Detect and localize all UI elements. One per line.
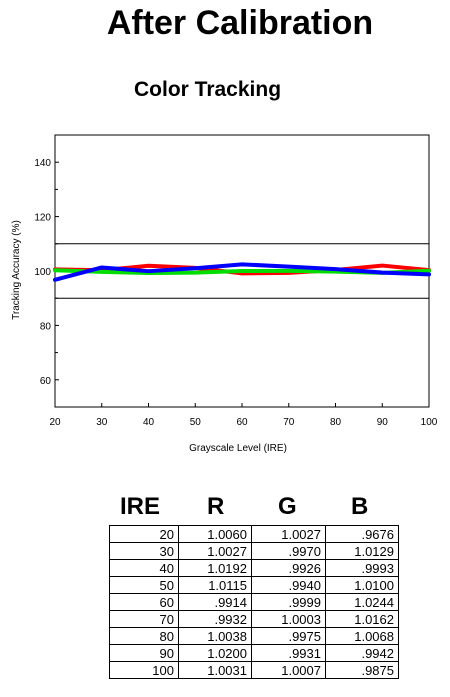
- x-tick-label: 70: [283, 417, 295, 428]
- color-tracking-chart: 60 80 100 120 140 20 30 40 50 60 70 80 90 100 Graysc…: [11, 134, 438, 454]
- table-cell-r: 1.0027: [178, 542, 252, 560]
- x-tick-label: 100: [421, 417, 438, 428]
- table-row: 100 1.0031 1.0007.9875: [109, 661, 399, 679]
- table-cell-ire: 60: [109, 593, 179, 611]
- table-cell-r: .9914: [178, 593, 252, 611]
- x-tick-label: 50: [190, 417, 202, 428]
- table-cell-r: 1.0060: [178, 525, 252, 543]
- table-cell-g: .9999: [251, 593, 326, 611]
- table-row: 70.9932 1.0003 1.0162: [109, 610, 399, 628]
- table-cell-g: 1.0007: [251, 661, 326, 679]
- x-axis-label: Grayscale Level (IRE): [189, 443, 287, 454]
- table-header-ire: IRE: [120, 493, 161, 520]
- x-tick-label: 20: [49, 417, 61, 428]
- x-tick-label: 30: [96, 417, 108, 428]
- table-cell-b: .9875: [325, 661, 399, 679]
- table-cell-b: 1.0129: [325, 542, 399, 560]
- x-tick-label: 80: [330, 417, 342, 428]
- table-cell-ire: 90: [109, 644, 179, 662]
- table-row: 50 1.0115.9940 1.0100: [109, 576, 399, 594]
- table-cell-g: .9970: [251, 542, 326, 560]
- table-cell-r: .9932: [178, 610, 252, 628]
- y-tick-label: 140: [34, 158, 51, 169]
- page-title: After Calibration: [106, 4, 374, 42]
- y-tick-label: 100: [34, 267, 51, 278]
- chart-title: Color Tracking: [134, 78, 282, 101]
- y-axis-label: Tracking Accuracy (%): [11, 220, 22, 320]
- table-cell-b: 1.0100: [325, 576, 399, 594]
- table-cell-b: .9676: [325, 525, 399, 543]
- table-cell-ire: 40: [109, 559, 179, 577]
- table-row: 30 1.0027.9970 1.0129: [109, 542, 399, 560]
- table-cell-b: 1.0244: [325, 593, 399, 611]
- table-cell-g: .9975: [251, 627, 326, 645]
- table-cell-b: .9942: [325, 644, 399, 662]
- table-cell-ire: 80: [109, 627, 179, 645]
- table-cell-r: 1.0031: [178, 661, 252, 679]
- x-tick-label: 40: [143, 417, 155, 428]
- table-cell-ire: 100: [109, 661, 179, 679]
- x-tick-label: 60: [236, 417, 248, 428]
- table-cell-ire: 70: [109, 610, 179, 628]
- table-cell-g: .9931: [251, 644, 326, 662]
- table-row: 90 1.0200.9931.9942: [109, 644, 399, 662]
- table-cell-b: 1.0162: [325, 610, 399, 628]
- table-cell-ire: 20: [109, 525, 179, 543]
- table-cell-g: 1.0027: [251, 525, 326, 543]
- y-tick-label: 120: [34, 213, 51, 224]
- table-cell-b: 1.0068: [325, 627, 399, 645]
- table-header-b: B: [351, 493, 369, 520]
- table-cell-g: 1.0003: [251, 610, 326, 628]
- blue-series-line: [53, 262, 431, 282]
- table-cell-ire: 50: [109, 576, 179, 594]
- table-cell-r: 1.0038: [178, 627, 252, 645]
- table-cell-g: .9940: [251, 576, 326, 594]
- table-cell-g: .9926: [251, 559, 326, 577]
- table-row: 20 1.0060 1.0027.9676: [109, 525, 399, 543]
- table-header-g: G: [278, 493, 297, 520]
- table-row: 80 1.0038.9975 1.0068: [109, 627, 399, 645]
- table-row: 60.9914.9999 1.0244: [109, 593, 399, 611]
- table-cell-ire: 30: [109, 542, 179, 560]
- calibration-table: 20 1.0060 1.0027.9676 30 1.0027.9970 1.0129 40…: [109, 525, 399, 679]
- table-header-r: R: [207, 493, 225, 520]
- y-tick-label: 60: [40, 376, 52, 387]
- table-cell-r: 1.0192: [178, 559, 252, 577]
- table-row: 40 1.0192.9926.9993: [109, 559, 399, 577]
- x-tick-label: 90: [377, 417, 389, 428]
- table-cell-b: .9993: [325, 559, 399, 577]
- table-cell-r: 1.0200: [178, 644, 252, 662]
- y-tick-label: 80: [40, 321, 52, 332]
- table-cell-r: 1.0115: [178, 576, 252, 594]
